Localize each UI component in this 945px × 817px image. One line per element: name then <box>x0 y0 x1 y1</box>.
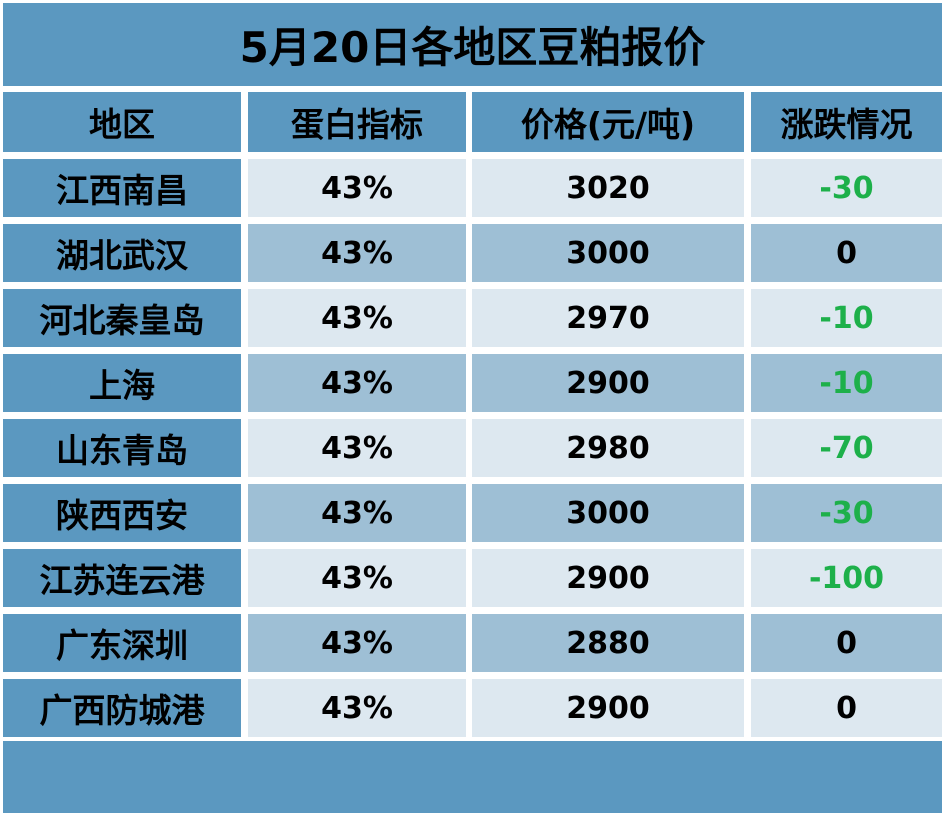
cell-protein: 43% <box>248 289 466 347</box>
header-price: 价格(元/吨) <box>472 92 744 152</box>
cell-change: 0 <box>751 614 942 672</box>
cell-change: -10 <box>751 289 942 347</box>
cell-region: 湖北武汉 <box>3 224 241 282</box>
cell-region: 陕西西安 <box>3 484 241 542</box>
cell-protein: 43% <box>248 484 466 542</box>
cell-price: 3000 <box>472 484 744 542</box>
cell-price: 2970 <box>472 289 744 347</box>
header-change: 涨跌情况 <box>751 92 942 152</box>
cell-region: 广东深圳 <box>3 614 241 672</box>
table-footer <box>3 741 942 813</box>
header-protein: 蛋白指标 <box>248 92 466 152</box>
cell-protein: 43% <box>248 419 466 477</box>
cell-price: 2900 <box>472 679 744 737</box>
cell-region: 江西南昌 <box>3 159 241 217</box>
cell-change: -100 <box>751 549 942 607</box>
cell-price: 2880 <box>472 614 744 672</box>
cell-price: 2980 <box>472 419 744 477</box>
cell-protein: 43% <box>248 549 466 607</box>
cell-change: 0 <box>751 679 942 737</box>
cell-protein: 43% <box>248 614 466 672</box>
cell-change: -10 <box>751 354 942 412</box>
cell-region: 上海 <box>3 354 241 412</box>
cell-price: 3000 <box>472 224 744 282</box>
cell-change: 0 <box>751 224 942 282</box>
cell-region: 江苏连云港 <box>3 549 241 607</box>
header-region: 地区 <box>3 92 241 152</box>
cell-protein: 43% <box>248 224 466 282</box>
cell-region: 山东青岛 <box>3 419 241 477</box>
cell-price: 3020 <box>472 159 744 217</box>
cell-protein: 43% <box>248 354 466 412</box>
cell-region: 广西防城港 <box>3 679 241 737</box>
cell-protein: 43% <box>248 159 466 217</box>
table-title: 5月20日各地区豆粕报价 <box>3 3 942 86</box>
cell-price: 2900 <box>472 354 744 412</box>
cell-change: -70 <box>751 419 942 477</box>
cell-change: -30 <box>751 484 942 542</box>
cell-price: 2900 <box>472 549 744 607</box>
cell-region: 河北秦皇岛 <box>3 289 241 347</box>
cell-protein: 43% <box>248 679 466 737</box>
cell-change: -30 <box>751 159 942 217</box>
